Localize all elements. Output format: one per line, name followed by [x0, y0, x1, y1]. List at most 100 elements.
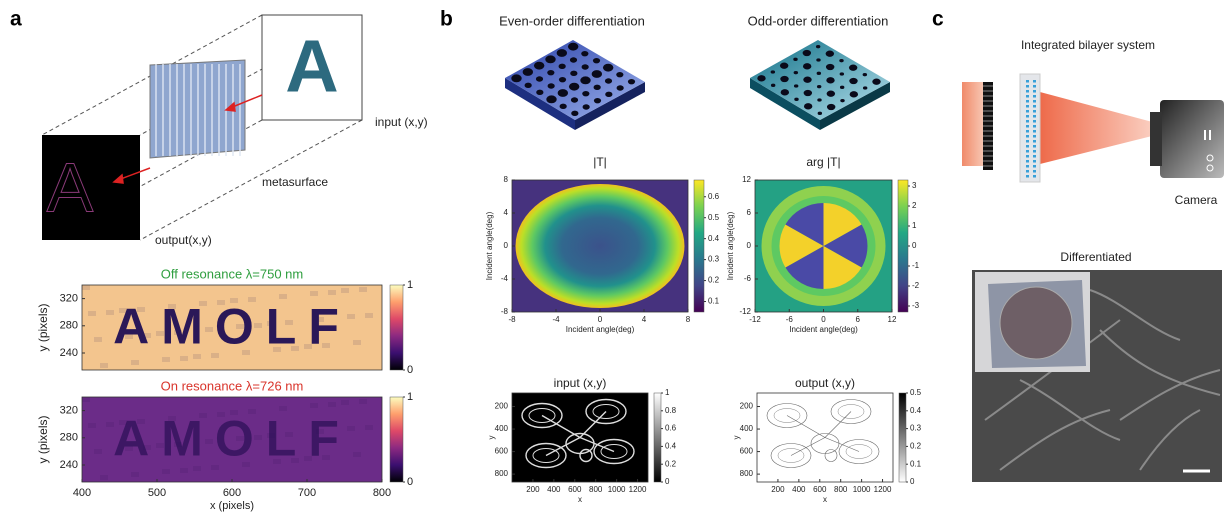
hole — [818, 112, 822, 115]
meta-atom — [1033, 105, 1036, 108]
speckle — [353, 452, 361, 457]
logo: AMOLF — [113, 411, 351, 467]
colorbar-tick-label: 1 — [407, 391, 413, 403]
hole — [872, 79, 880, 85]
output-letter: A — [47, 148, 94, 226]
meta-atom — [1033, 95, 1036, 98]
hole — [780, 63, 788, 69]
hole — [816, 45, 820, 48]
hole — [793, 58, 797, 61]
speckle — [359, 399, 367, 404]
speckle — [310, 291, 318, 296]
meta-atom — [1033, 155, 1036, 158]
meta-atom — [1033, 90, 1036, 93]
speckle — [328, 290, 336, 295]
hole — [850, 91, 858, 97]
hole — [580, 76, 590, 84]
meta-atom — [1026, 130, 1029, 133]
x-tick-label: 6 — [856, 315, 861, 324]
hole — [605, 78, 612, 83]
logo: AMOLF — [113, 299, 351, 355]
speckle — [353, 340, 361, 345]
grating — [983, 82, 993, 170]
hole — [571, 111, 578, 116]
meta-atom — [1033, 145, 1036, 148]
hole — [557, 49, 567, 57]
input-label: input (x,y) — [375, 115, 428, 129]
hole — [826, 77, 834, 83]
colorbar-tick-label: 0.1 — [910, 459, 922, 468]
colorbar-tick-label: 2 — [912, 201, 917, 210]
colorbar-tick-label: 0.6 — [708, 192, 720, 201]
y-axis-label: Incident angle(deg) — [726, 211, 735, 280]
y-tick-label: 12 — [742, 175, 751, 184]
colorbar-tick-label: 0.6 — [665, 424, 677, 433]
hole — [570, 57, 577, 62]
plot-title: Off resonance λ=750 nm — [161, 266, 304, 281]
metasurface-label: metasurface — [262, 175, 328, 189]
colorbar-tick-label: 0.3 — [910, 424, 922, 433]
plot-title: output (x,y) — [795, 376, 855, 390]
meta-atom — [1026, 125, 1029, 128]
y-tick-label: 240 — [60, 459, 78, 471]
hole — [559, 77, 566, 82]
y-axis-label: Incident angle(deg) — [485, 211, 494, 280]
hole — [536, 90, 543, 95]
camera — [1160, 100, 1224, 178]
speckle — [100, 475, 108, 480]
y-tick-label: 320 — [60, 405, 78, 417]
x-tick-label: 600 — [813, 485, 827, 494]
hole — [571, 97, 578, 102]
hole — [628, 79, 635, 84]
meta-atom — [1033, 130, 1036, 133]
y-axis-label: y — [487, 436, 496, 440]
slab-top — [750, 40, 890, 120]
colorbar — [390, 285, 403, 370]
y-tick-label: 400 — [740, 424, 754, 433]
hole — [568, 43, 578, 51]
hole — [771, 84, 775, 87]
plot-title: input (x,y) — [554, 376, 607, 390]
hole — [523, 68, 533, 76]
y-tick-label: -4 — [501, 274, 509, 283]
y-tick-label: 800 — [495, 469, 509, 478]
column-title: Even-order differentiation — [499, 13, 645, 28]
meta-atom — [1026, 150, 1029, 153]
y-tick-label: 800 — [740, 469, 754, 478]
colorbar-tick-label: 0.3 — [708, 255, 720, 264]
hole — [863, 73, 867, 76]
hole — [547, 70, 554, 75]
hole — [803, 63, 811, 69]
meta-atom — [1033, 135, 1036, 138]
hole — [593, 58, 600, 63]
x-tick-label: -8 — [508, 315, 516, 324]
speckle — [131, 360, 139, 365]
x-axis-label: x — [578, 495, 582, 504]
hole — [826, 51, 834, 57]
hole — [757, 75, 765, 81]
x-tick-label: 12 — [888, 315, 897, 324]
x-axis-label: Incident angle(deg) — [566, 325, 635, 334]
hole — [827, 91, 835, 97]
x-tick-label: 500 — [148, 487, 166, 499]
x-tick-label: 800 — [373, 487, 391, 499]
hole — [817, 72, 821, 75]
hole — [546, 95, 556, 103]
heatmap-region — [516, 184, 685, 308]
meta-atom — [1033, 175, 1036, 178]
meta-atom — [1026, 120, 1029, 123]
colorbar-tick-label: 0.2 — [708, 276, 720, 285]
hole — [570, 71, 577, 76]
camera-mark — [1204, 130, 1206, 140]
speckle — [359, 287, 367, 292]
hole — [781, 89, 789, 95]
colorbar-tick-label: 0 — [407, 476, 413, 488]
meta-atom — [1033, 115, 1036, 118]
meta-atom — [1026, 110, 1029, 113]
x-tick-label: 4 — [642, 315, 647, 324]
hole — [605, 92, 612, 97]
image-title: Differentiated — [1060, 250, 1131, 264]
meta-atom — [1033, 160, 1036, 163]
x-tick-label: 800 — [589, 485, 603, 494]
meta-atom — [1026, 165, 1029, 168]
